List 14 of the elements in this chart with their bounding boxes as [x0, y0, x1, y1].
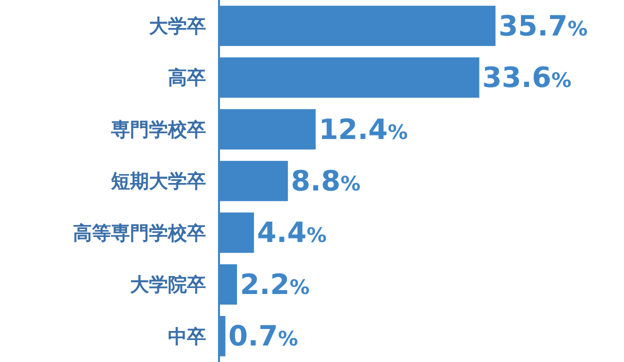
y-tick-label: 短期大学卒 — [110, 170, 206, 193]
y-tick-label: 専門学校卒 — [110, 118, 206, 141]
y-tick-label: 大学院卒 — [130, 274, 206, 296]
y-tick-label: 大学卒 — [149, 16, 206, 38]
data-label: 33.6% — [482, 61, 572, 94]
data-label: 4.4% — [256, 216, 327, 250]
data-label: 12.4% — [318, 112, 408, 146]
y-tick-label: 高卒 — [168, 67, 206, 90]
data-label: 0.7% — [228, 320, 298, 353]
data-label: 35.7% — [498, 9, 588, 42]
y-tick-label: 高等専門学校卒 — [73, 222, 206, 244]
data-label: 2.2% — [240, 268, 310, 301]
data-label: 8.8% — [290, 164, 361, 198]
y-tick-label: 中卒 — [168, 326, 206, 348]
